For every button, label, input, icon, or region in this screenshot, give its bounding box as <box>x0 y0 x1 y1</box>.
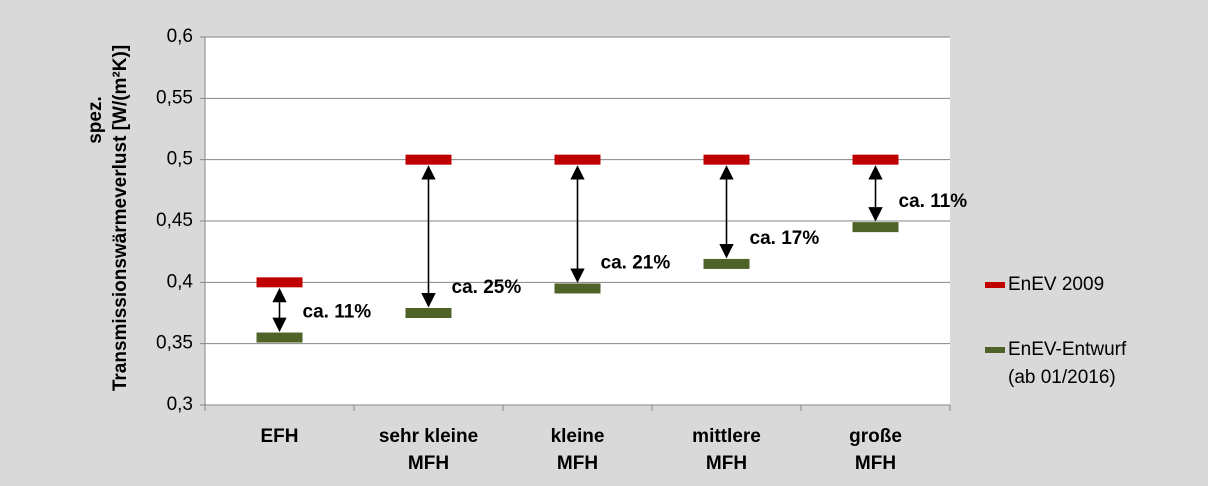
y-tick-label: 0,5 <box>167 149 193 170</box>
x-tick-label: große <box>849 426 902 447</box>
x-tick-label: MFH <box>408 453 449 474</box>
annotation: ca. 17% <box>750 228 820 249</box>
legend-label: EnEV-Entwurf <box>1008 339 1127 360</box>
x-tick-label: kleine <box>551 426 605 447</box>
y-tick-label: 0,55 <box>156 87 193 108</box>
y-tick-label: 0,6 <box>167 26 193 47</box>
y-tick-label: 0,4 <box>167 271 194 292</box>
x-tick-label: MFH <box>557 453 598 474</box>
annotation: ca. 25% <box>452 277 522 298</box>
annotation: ca. 11% <box>303 302 372 323</box>
marker <box>703 258 750 269</box>
marker <box>703 154 750 165</box>
x-tick-label: MFH <box>706 453 747 474</box>
marker <box>256 332 303 343</box>
legend-swatch <box>985 347 1005 353</box>
x-tick-label: EFH <box>261 426 299 447</box>
marker <box>554 154 601 165</box>
y-tick-label: 0,45 <box>156 210 193 231</box>
x-tick-label: sehr kleine <box>379 426 478 447</box>
y-axis-title: spez. <box>85 96 106 144</box>
marker <box>405 308 452 318</box>
x-tick-label: mittlere <box>692 426 761 447</box>
marker <box>852 222 899 233</box>
legend-label: (ab 01/2016) <box>1008 367 1116 388</box>
legend-label: EnEV 2009 <box>1008 274 1104 295</box>
y-tick-label: 0,35 <box>156 333 193 354</box>
y-axis-title: Transmissionswärmeverlust [W/(m²K)] <box>110 45 131 391</box>
marker <box>554 283 601 294</box>
x-tick-label: MFH <box>855 453 896 474</box>
marker <box>256 277 303 288</box>
legend-swatch <box>985 282 1005 288</box>
marker <box>405 154 452 165</box>
annotation: ca. 21% <box>601 252 671 273</box>
marker <box>852 154 899 165</box>
y-tick-label: 0,3 <box>167 394 193 415</box>
annotation: ca. 11% <box>899 191 968 212</box>
